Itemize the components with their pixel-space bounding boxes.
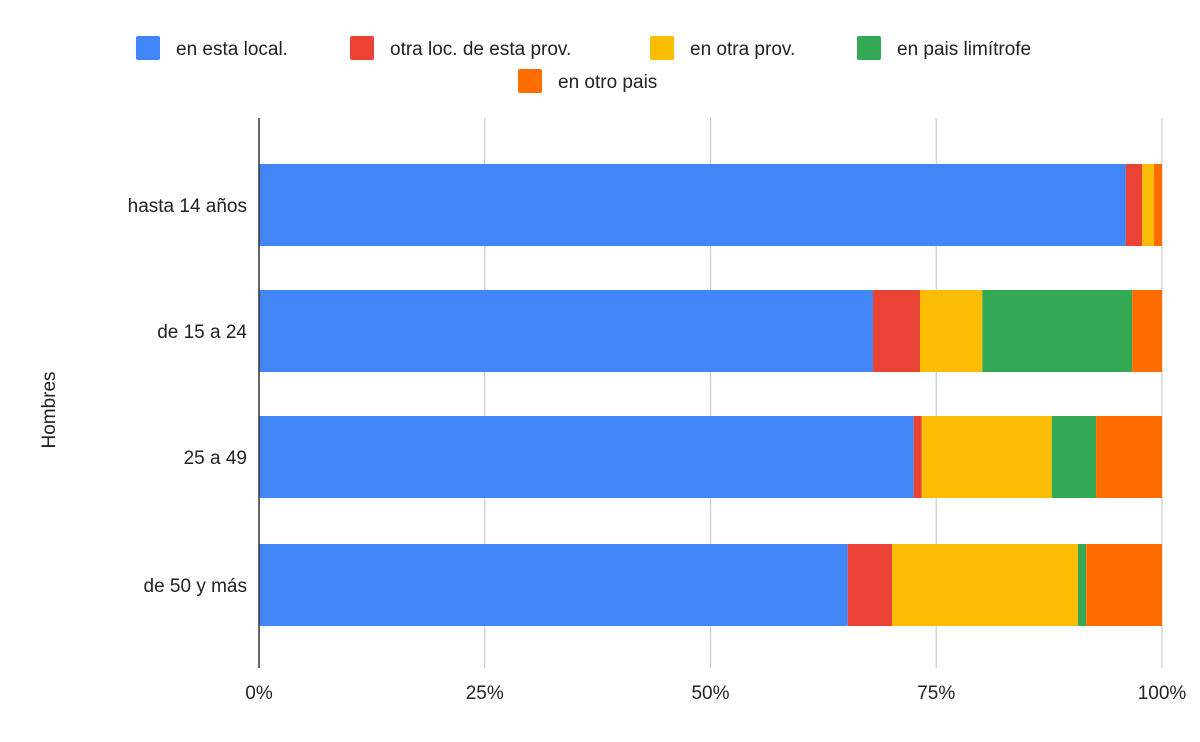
legend-swatch bbox=[136, 36, 160, 60]
legend-label: en otra prov. bbox=[690, 39, 795, 60]
legend-label: otra loc. de esta prov. bbox=[390, 39, 571, 60]
x-tick-label: 0% bbox=[245, 683, 273, 704]
x-tick-label: 100% bbox=[1138, 683, 1187, 704]
category-label: hasta 14 años bbox=[128, 196, 247, 217]
legend: en esta local. otra loc. de esta prov. en … bbox=[136, 36, 1031, 93]
legend-label: en pais limítrofe bbox=[897, 39, 1031, 60]
category-label: 25 a 49 bbox=[184, 448, 247, 469]
bar-segment bbox=[1132, 290, 1162, 372]
bar-segment bbox=[892, 544, 1079, 626]
bar-segment bbox=[1142, 164, 1154, 246]
category-label: de 50 y más bbox=[144, 576, 248, 597]
legend-swatch bbox=[518, 69, 542, 93]
bar-segment bbox=[982, 290, 1133, 372]
bar-segment bbox=[259, 544, 848, 626]
legend-swatch bbox=[857, 36, 881, 60]
x-tick-labels: 0% 25% 50% 75% 100% bbox=[245, 683, 1186, 704]
bar-segment bbox=[1086, 544, 1162, 626]
x-tick-label: 25% bbox=[466, 683, 504, 704]
y-axis-label: Hombres bbox=[39, 371, 60, 448]
bar-segment bbox=[1153, 164, 1162, 246]
bar-segment bbox=[1051, 416, 1097, 498]
bar-segment bbox=[259, 416, 914, 498]
bar-segment bbox=[259, 290, 874, 372]
category-labels: hasta 14 años de 15 a 24 25 a 49 de 50 y má… bbox=[128, 196, 248, 597]
legend-label: en otro pais bbox=[558, 72, 657, 93]
bar-segment bbox=[259, 164, 1126, 246]
legend-label: en esta local. bbox=[176, 39, 288, 60]
bar-segment bbox=[1096, 416, 1162, 498]
bars bbox=[259, 164, 1162, 626]
x-tick-label: 50% bbox=[691, 683, 729, 704]
x-tick-label: 75% bbox=[917, 683, 955, 704]
bar-segment bbox=[919, 290, 983, 372]
bar-segment bbox=[1078, 544, 1087, 626]
bar-segment bbox=[913, 416, 922, 498]
category-label: de 15 a 24 bbox=[157, 322, 247, 343]
legend-swatch bbox=[650, 36, 674, 60]
legend-swatch bbox=[350, 36, 374, 60]
bar-segment bbox=[921, 416, 1052, 498]
bar-segment bbox=[873, 290, 920, 372]
bar-segment bbox=[847, 544, 893, 626]
bar-segment bbox=[1125, 164, 1143, 246]
